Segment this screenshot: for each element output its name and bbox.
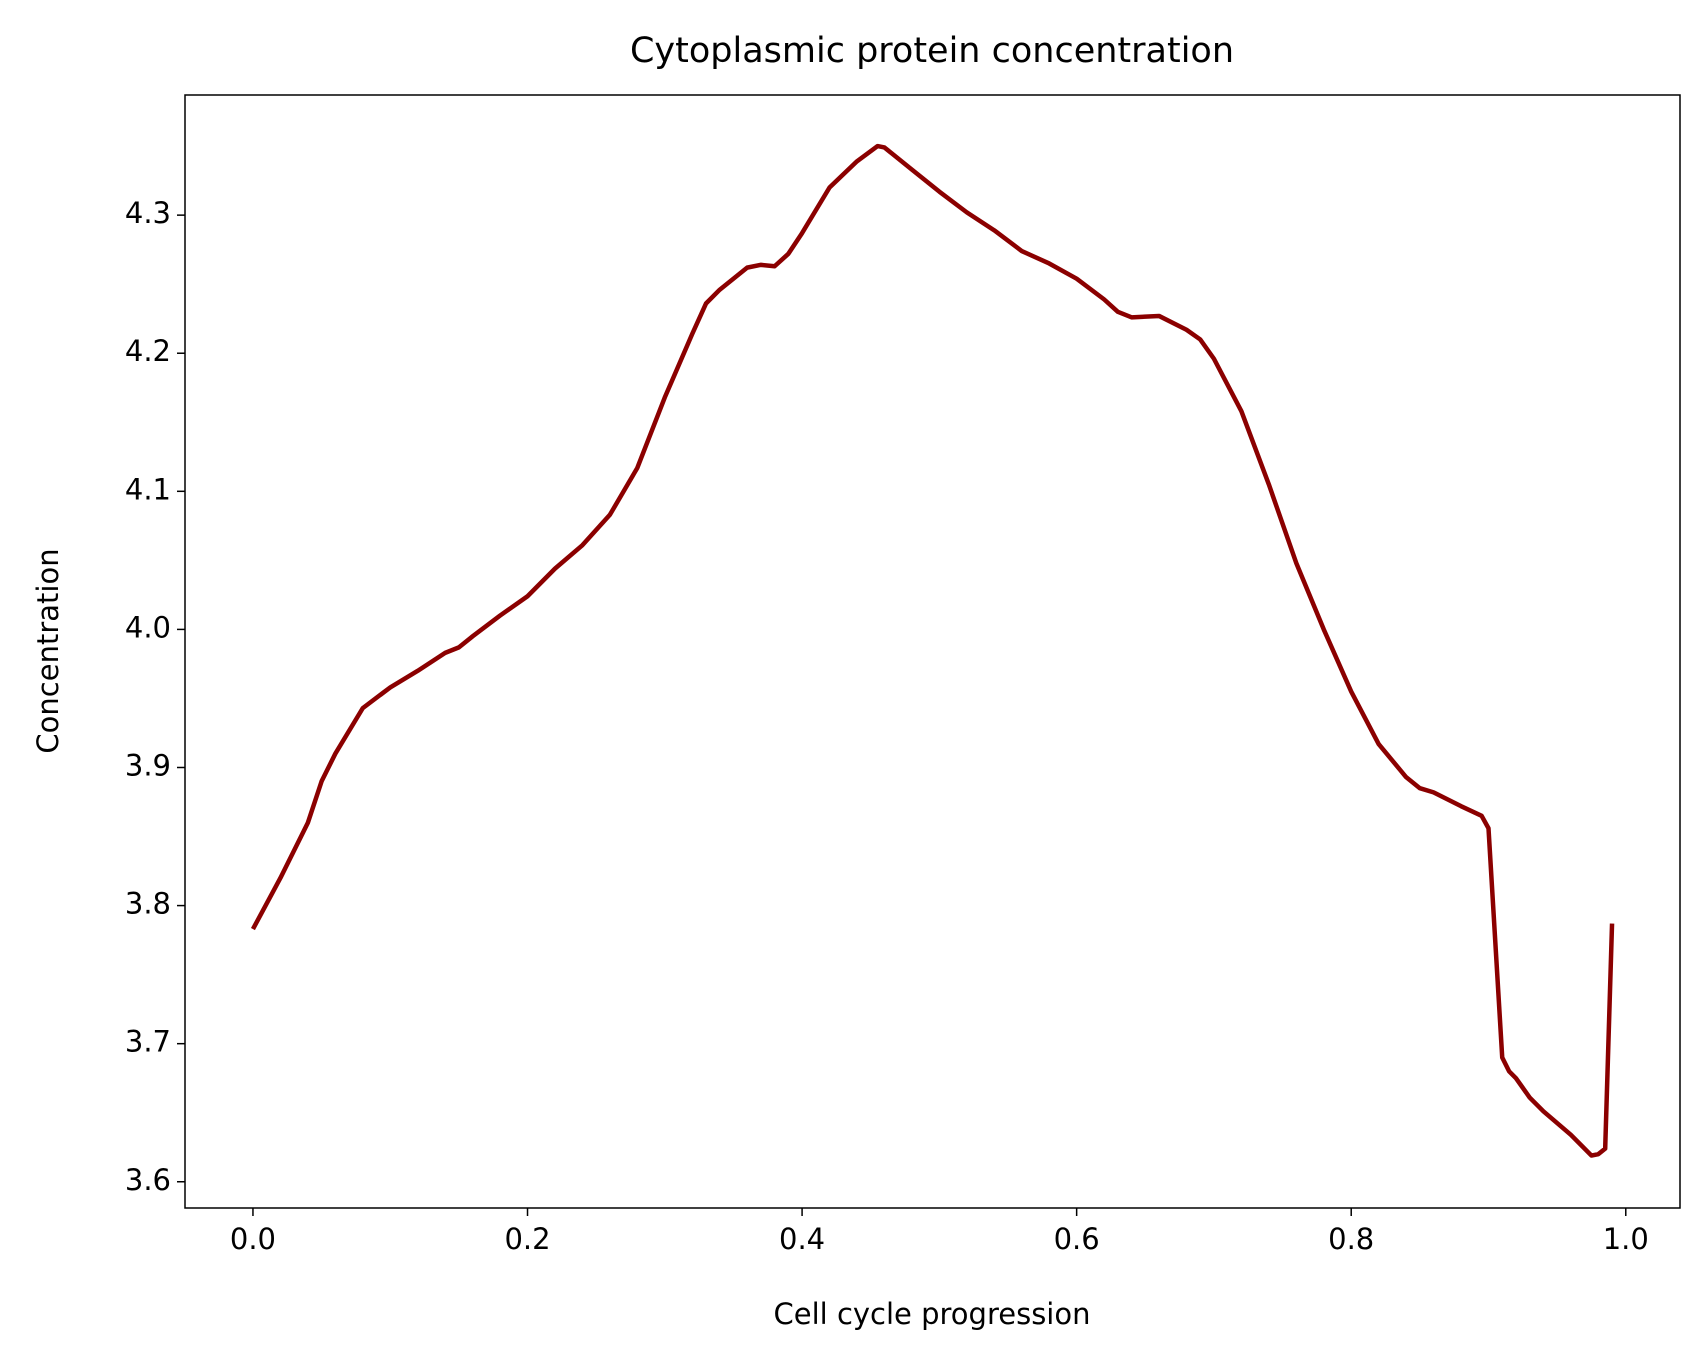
chart-title: Cytoplasmic protein concentration	[630, 31, 1234, 71]
x-tick-label: 1.0	[1603, 1222, 1649, 1256]
y-tick-label: 3.6	[125, 1163, 171, 1197]
y-tick-label: 4.1	[125, 472, 171, 506]
y-tick-label: 4.0	[125, 610, 171, 644]
line-series	[250, 143, 1615, 1158]
axes-frame	[184, 94, 1681, 1209]
y-tick-label: 3.8	[125, 887, 171, 921]
x-tick-label: 0.8	[1328, 1222, 1374, 1256]
y-tick-label: 3.7	[125, 1025, 171, 1059]
y-tick-label: 4.3	[125, 196, 171, 230]
x-tick-label: 0.2	[504, 1222, 550, 1256]
x-tick-label: 0.6	[1054, 1222, 1100, 1256]
x-tick-label: 0.0	[230, 1222, 276, 1256]
y-tick-label: 3.9	[125, 748, 171, 782]
y-tick-label: 4.2	[125, 334, 171, 368]
y-axis-label: Concentration	[31, 548, 65, 753]
x-axis-label: Cell cycle progression	[774, 1297, 1091, 1331]
x-tick-label: 0.4	[779, 1222, 825, 1256]
